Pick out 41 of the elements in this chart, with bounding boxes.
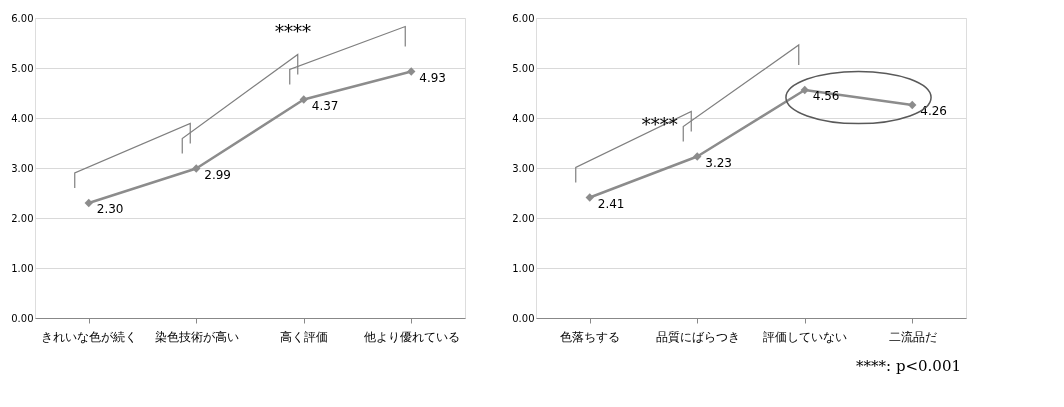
point [192, 164, 201, 173]
y-tick-label: 5.00 [512, 62, 535, 74]
data-label: 4.37 [311, 98, 339, 113]
x-tick-label: 染色技術が高い [154, 329, 239, 344]
annotation: **** [275, 21, 311, 42]
x-tick-label: 他より優れている [363, 329, 460, 344]
data-label: 2.41 [597, 196, 625, 211]
point [299, 95, 308, 104]
y-tick-label: 5.00 [11, 62, 34, 74]
y-tick-label: 0.00 [11, 312, 34, 324]
y-tick-label: 1.00 [11, 262, 34, 274]
y-tick-label: 0.00 [512, 312, 535, 324]
y-tick-label: 2.00 [11, 212, 34, 224]
y-tick-label: 6.00 [11, 12, 34, 24]
data-label: 4.93 [419, 70, 446, 85]
text: ****: p<0.001 [856, 357, 961, 375]
y-tick-label: 2.00 [512, 212, 535, 224]
data-label: 2.30 [96, 202, 124, 216]
point [84, 198, 93, 208]
data-label: 3.23 [705, 155, 732, 170]
data-label: 4.56 [812, 89, 840, 103]
point [585, 193, 594, 202]
x-tick-label: 色落ちする [560, 329, 621, 344]
y-tick-label: 6.00 [512, 12, 535, 24]
y-tick-label: 4.00 [11, 112, 34, 124]
point [908, 100, 917, 110]
point [800, 85, 809, 95]
x-tick-label: 評価していない [763, 329, 848, 344]
annotation: **** [641, 113, 678, 135]
data-label: 2.99 [204, 167, 231, 182]
y-tick-label: 3.00 [512, 162, 535, 174]
x-tick-label: 品質にばらつき [655, 329, 740, 344]
data-label: 4.26 [920, 104, 947, 118]
y-tick-label: 1.00 [512, 262, 535, 274]
point [693, 152, 702, 161]
x-tick-label: きれいな色が続く [41, 329, 138, 344]
x-tick-label: 二流品だ [888, 329, 937, 344]
y-tick-label: 4.00 [512, 112, 535, 124]
x-tick-label: 高く評価 [280, 329, 329, 344]
y-tick-label: 3.00 [11, 162, 34, 174]
point [407, 67, 416, 76]
